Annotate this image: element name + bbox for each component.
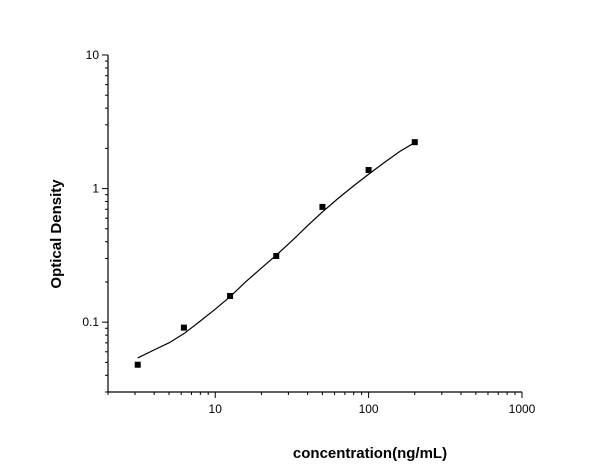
data-point xyxy=(227,292,234,299)
data-points xyxy=(134,139,418,368)
x-tick-label: 1000 xyxy=(509,402,536,416)
data-point xyxy=(411,139,418,146)
y-axis-title: Optical Density xyxy=(48,179,65,289)
data-point xyxy=(273,252,280,259)
data-point xyxy=(365,167,372,174)
x-tick-label: 100 xyxy=(359,402,379,416)
y-axis-ticks: 0.1 1 10 xyxy=(82,48,108,393)
x-axis-title: concentration(ng/mL) xyxy=(293,445,447,462)
axes xyxy=(107,55,522,393)
fit-curve xyxy=(137,142,416,359)
x-tick-label: 10 xyxy=(209,402,223,416)
y-tick-label: 0.1 xyxy=(82,315,99,329)
y-tick-label: 1 xyxy=(92,182,99,196)
data-point xyxy=(319,203,326,210)
x-axis-ticks: 10 100 1000 xyxy=(107,392,536,416)
data-point xyxy=(180,324,187,331)
y-tick-label: 10 xyxy=(86,48,100,62)
data-point xyxy=(134,361,141,368)
